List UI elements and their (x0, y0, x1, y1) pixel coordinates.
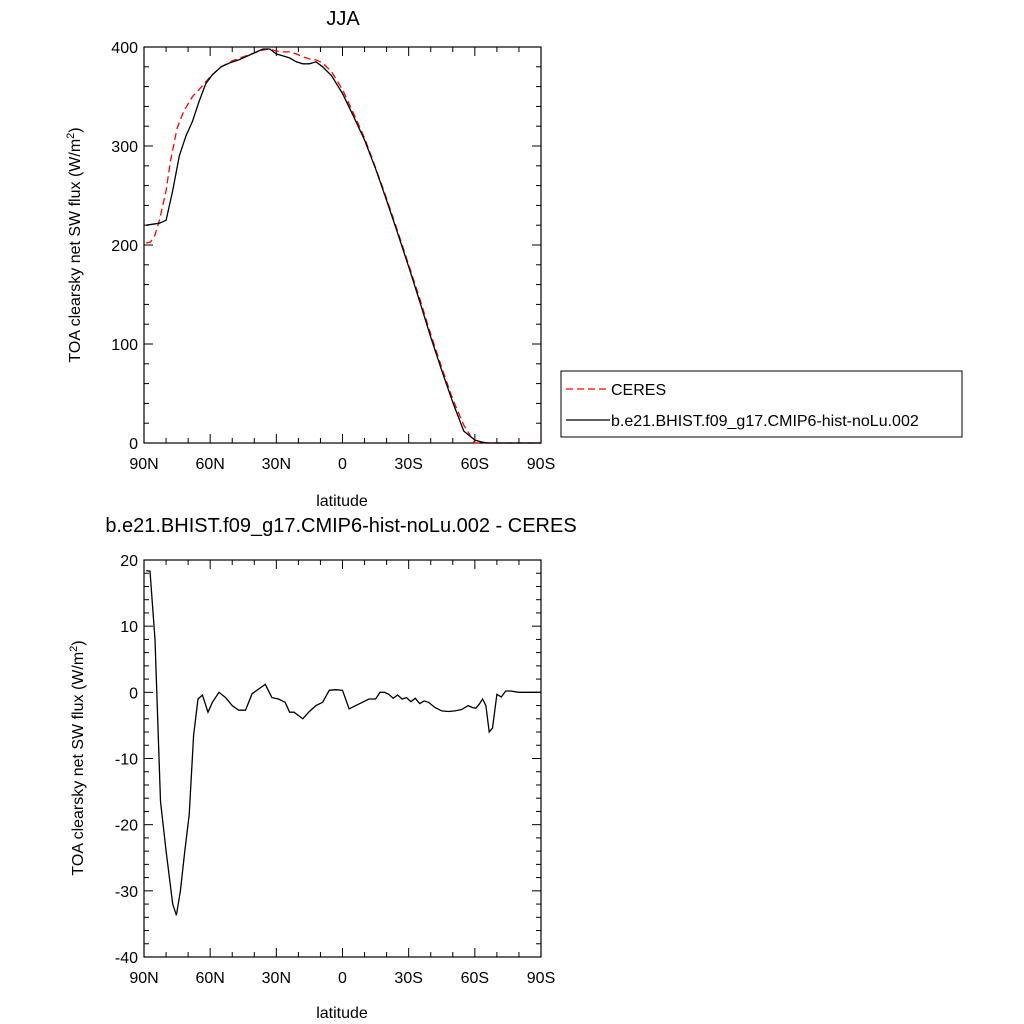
top-panel: JJA 90N 60N 30N 0 30S 60S 90S 0 100 200 300 400 lat… (65, 8, 963, 510)
bottom-y-tick-label: -40 (115, 950, 138, 967)
top-series-line-0 (146, 48, 541, 444)
top-y-tick-label: 400 (111, 40, 138, 57)
top-y-tick-label: 0 (129, 436, 138, 453)
bottom-axis-ticks: 90N 60N 30N 0 30S 60S 90S -40 -30 -20 -10 0 10 20 (115, 553, 555, 987)
bottom-x-tick-label: 30N (262, 970, 291, 987)
bottom-y-tick-label: 0 (129, 685, 138, 702)
top-x-tick-label: 60N (195, 456, 224, 473)
top-series-line-1 (146, 48, 541, 444)
bottom-x-tick-label: 60N (195, 970, 224, 987)
legend-label-model: b.e21.BHIST.f09_g17.CMIP6-hist-noLu.002 (611, 413, 919, 430)
bottom-x-tick-label: 60S (461, 970, 489, 987)
top-title: JJA (326, 8, 360, 30)
top-x-tick-label: 30N (262, 456, 291, 473)
bottom-y-tick-label: 10 (120, 619, 138, 636)
top-x-tick-label: 60S (461, 456, 489, 473)
top-plot-frame (143, 46, 542, 444)
top-x-tick-label: 30S (394, 456, 422, 473)
bottom-y-tick-label: -20 (115, 818, 138, 835)
top-axis-ticks: 90N 60N 30N 0 30S 60S 90S 0 100 200 300 400 (111, 40, 555, 473)
bottom-y-tick-label: -30 (115, 884, 138, 901)
bottom-x-axis-label: latitude (316, 1005, 368, 1022)
top-y-tick-label: 200 (111, 238, 138, 255)
bottom-y-tick-label: 20 (120, 553, 138, 570)
bottom-title: b.e21.BHIST.f09_g17.CMIP6-hist-noLu.002 … (105, 515, 576, 537)
top-x-tick-label: 90S (527, 456, 555, 473)
top-y-tick-label: 100 (111, 337, 138, 354)
bottom-plot-frame (143, 559, 542, 958)
top-x-axis-label: latitude (316, 493, 368, 510)
legend: CERES b.e21.BHIST.f09_g17.CMIP6-hist-noL… (560, 370, 963, 438)
bottom-series-line-0 (146, 569, 541, 916)
bottom-y-tick-label: -10 (115, 752, 138, 769)
top-series-layer (146, 48, 541, 444)
top-x-tick-label: 90N (129, 456, 158, 473)
bottom-x-tick-label: 90N (129, 970, 158, 987)
bottom-y-axis-label: TOA clearsky net SW flux (W/m2) (68, 640, 87, 875)
top-y-tick-label: 300 (111, 139, 138, 156)
bottom-x-tick-label: 0 (338, 970, 347, 987)
legend-box (560, 370, 963, 438)
top-y-axis-label: TOA clearsky net SW flux (W/m2) (65, 127, 84, 362)
top-x-tick-label: 0 (338, 456, 347, 473)
bottom-x-tick-label: 30S (394, 970, 422, 987)
bottom-series-layer (146, 569, 541, 916)
legend-label-ceres: CERES (611, 382, 666, 399)
bottom-panel: b.e21.BHIST.f09_g17.CMIP6-hist-noLu.002 … (68, 515, 577, 1022)
bottom-x-tick-label: 90S (527, 970, 555, 987)
